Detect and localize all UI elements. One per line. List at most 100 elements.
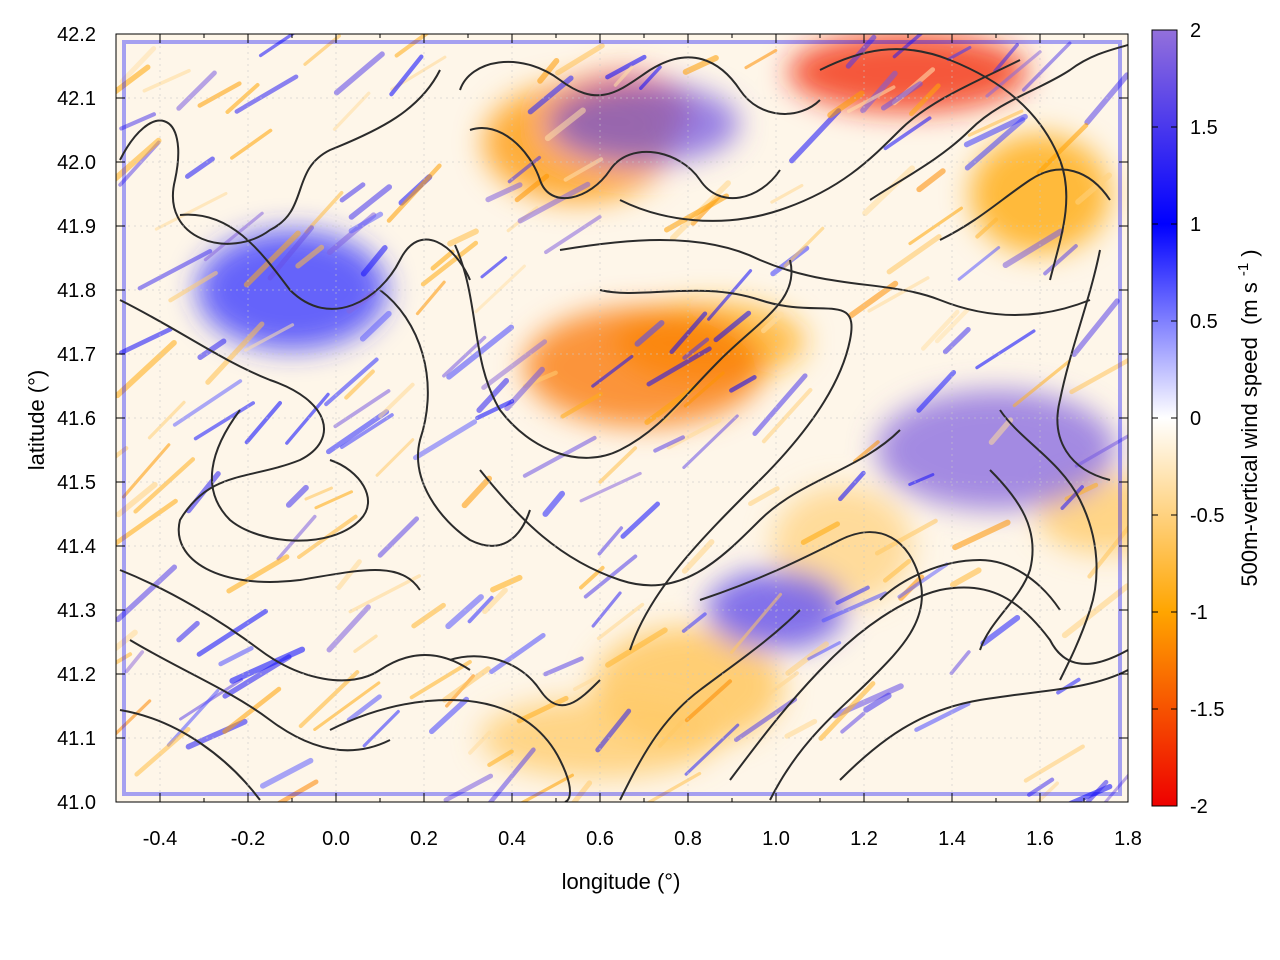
field-streak <box>467 595 494 624</box>
y-tick-label: 41.8 <box>57 280 96 302</box>
field-streak <box>244 400 282 445</box>
field-streak <box>185 156 215 179</box>
field-hotspot <box>970 134 1110 254</box>
field-streak <box>485 182 523 203</box>
field-streak <box>137 248 213 291</box>
field-streak <box>348 184 393 220</box>
field-streak <box>560 391 603 419</box>
x-tick-label: 1.2 <box>850 828 878 850</box>
field-streak <box>326 604 371 653</box>
field-streak <box>729 592 783 654</box>
field-streak <box>222 654 292 699</box>
grid-lines <box>116 34 1128 802</box>
field-streak <box>313 681 381 731</box>
contour-line <box>999 409 1098 681</box>
field-streak <box>620 501 661 539</box>
field-streak <box>517 181 591 224</box>
field-streak <box>430 249 455 271</box>
field-streak <box>176 620 200 643</box>
field-streak <box>818 681 876 741</box>
field-streak <box>863 692 892 713</box>
field-hotspot <box>876 390 1116 510</box>
field-streak <box>1027 777 1055 797</box>
field-streak <box>882 558 912 583</box>
field-streak <box>378 382 415 419</box>
field-streak <box>838 470 866 502</box>
field-streak <box>193 401 255 441</box>
field-streak <box>886 234 942 275</box>
field-streak <box>205 321 265 385</box>
field-streak <box>682 55 719 75</box>
field-streak <box>197 338 227 361</box>
colorbar-unit: (m s <box>1237 282 1262 325</box>
field-streak <box>570 780 593 802</box>
field-streak <box>683 371 725 408</box>
field-streak <box>964 117 1026 171</box>
field-streak <box>892 34 924 59</box>
field-streak <box>862 165 915 217</box>
field-streak <box>748 486 780 507</box>
field-streak <box>596 602 645 641</box>
field-streak <box>916 168 946 193</box>
y-tick-label: 41.4 <box>57 536 96 558</box>
field-streak <box>605 627 668 668</box>
field-streak <box>542 490 566 517</box>
field-streak <box>1012 359 1071 408</box>
contour-line <box>329 698 571 802</box>
field-streak <box>348 211 384 234</box>
colorbar-tick-label: 0 <box>1190 408 1201 430</box>
field-streak <box>332 91 371 131</box>
field-streak <box>867 276 930 313</box>
field-streak <box>116 339 177 399</box>
field-streak <box>988 417 1014 445</box>
contour-line <box>699 531 923 801</box>
field-streak <box>336 559 362 591</box>
contour-line <box>839 669 1128 781</box>
field-streak <box>226 554 290 594</box>
field-streak <box>147 400 186 440</box>
x-axis-label: longitude (°) <box>562 869 681 894</box>
x-tick-label: 1.0 <box>762 828 790 850</box>
field-streak <box>409 660 472 700</box>
field-streak <box>921 309 960 351</box>
field-streak <box>853 440 880 464</box>
contour-line <box>119 69 441 245</box>
field-streak <box>975 217 999 239</box>
colorbar-tick-label: 2 <box>1190 20 1201 42</box>
field-streak <box>314 490 354 510</box>
field-streak <box>474 264 526 314</box>
field-streak <box>729 375 757 393</box>
field-streak <box>770 183 804 204</box>
field-streak <box>1061 583 1128 639</box>
field-streak <box>666 418 722 450</box>
field-streak <box>1023 744 1085 783</box>
field-streak <box>295 244 325 269</box>
field-streak <box>682 414 739 470</box>
field-streak <box>490 574 523 593</box>
field-streak <box>908 206 963 246</box>
field-streak <box>952 519 1011 551</box>
colorbar-tick-label: -1 <box>1190 602 1208 624</box>
field-streak <box>544 215 602 255</box>
field-streak <box>784 718 818 739</box>
field-streak <box>543 656 584 677</box>
contour-line <box>454 244 793 459</box>
field-streak <box>846 85 896 114</box>
field-streak <box>443 773 494 802</box>
colorbar-tick-label: 1 <box>1190 214 1201 236</box>
field-streak <box>975 329 1036 370</box>
contour-line <box>459 56 821 115</box>
field-streak <box>516 695 569 724</box>
y-tick-label: 42.2 <box>57 24 96 46</box>
field-streak <box>468 730 492 755</box>
field-streak <box>1084 779 1109 802</box>
field-streak <box>785 641 829 676</box>
x-tick-label: 1.4 <box>938 828 966 850</box>
field-streak <box>116 564 178 623</box>
field-streak <box>760 311 784 334</box>
x-tick-label: 1.6 <box>1026 828 1054 850</box>
field-streak <box>197 81 242 108</box>
axis-ticks <box>115 33 1129 803</box>
x-tick-label: 0.0 <box>322 828 350 850</box>
